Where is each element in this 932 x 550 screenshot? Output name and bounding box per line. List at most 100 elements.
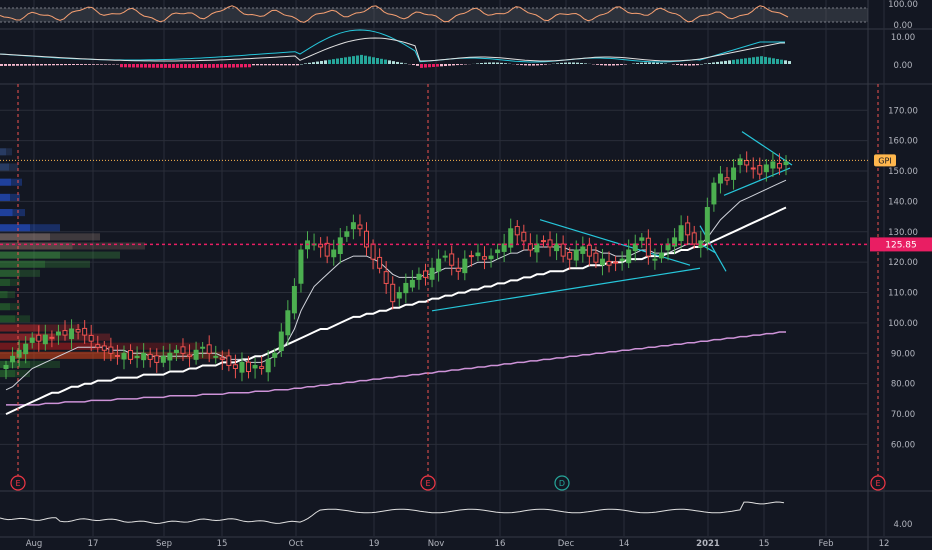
macd-hist-bar — [12, 64, 15, 66]
candles[interactable] — [3, 151, 789, 382]
candle-body — [481, 256, 487, 260]
macd-hist-bar — [372, 57, 375, 64]
macd-hist-bar — [756, 56, 759, 64]
macd-hist-bar — [496, 62, 499, 64]
macd-hist-bar — [712, 62, 715, 64]
rsi-tick-label: 0.00 — [894, 21, 913, 31]
macd-hist-bar — [660, 63, 663, 64]
macd-hist-bar — [720, 61, 723, 64]
candle-body — [429, 267, 435, 280]
candle-body — [521, 231, 527, 242]
volume-profile-bar — [0, 233, 50, 241]
macd-hist-bar — [456, 64, 459, 66]
price-tick-label: 140.00 — [888, 197, 918, 207]
macd-hist-bar — [308, 62, 311, 64]
event-marker[interactable]: D — [554, 475, 570, 491]
macd-hist-bar — [392, 61, 395, 64]
candle-body — [36, 334, 42, 342]
macd-hist-bar — [412, 64, 415, 66]
x-tick-label: 15 — [759, 539, 770, 549]
macd-hist-bar — [480, 62, 483, 64]
macd-hist-bar — [144, 64, 147, 68]
price-tick-label: 100.00 — [888, 319, 918, 329]
macd-hist-bar — [244, 64, 247, 68]
macd-hist-bar — [748, 57, 751, 64]
macd-hist-bar — [416, 64, 419, 66]
volume-profile-bar — [12, 209, 25, 217]
x-tick-label: 12 — [879, 539, 890, 549]
macd-hist-bar — [400, 62, 403, 64]
macd-hist-bar — [324, 60, 327, 64]
macd-hist-bar — [224, 64, 227, 68]
macd-hist-bar — [220, 64, 223, 68]
candle-body — [180, 346, 186, 354]
macd-hist-bar — [436, 64, 439, 67]
candle-body — [364, 230, 370, 248]
macd-hist-bar — [192, 64, 195, 68]
candle-body — [776, 163, 782, 169]
price-tick-label: 110.00 — [888, 289, 918, 299]
macd-hist-bar — [76, 64, 79, 65]
macd-hist-bar — [104, 64, 107, 65]
candle-body — [344, 231, 350, 237]
macd-hist-bar — [300, 64, 303, 65]
price-tick-label: 90.00 — [891, 349, 915, 359]
x-tick-label: Feb — [818, 539, 833, 549]
volume-profile-bar — [0, 351, 115, 359]
candle-body — [770, 161, 776, 169]
candle-body — [645, 237, 651, 257]
x-tick-label: Aug — [26, 539, 43, 549]
volume-profile-bar — [10, 303, 20, 311]
macd-hist-bar — [304, 63, 307, 64]
symbol-price-tag: GPI — [874, 154, 896, 167]
macd-hist-bar — [64, 64, 67, 66]
event-marker[interactable]: E — [420, 475, 436, 491]
macd-hist-bar — [396, 61, 399, 64]
candle-body — [704, 207, 710, 243]
macd-hist-bar — [24, 64, 27, 66]
event-marker-label: E — [15, 479, 20, 488]
macd-hist-bar — [128, 64, 131, 68]
volume-profile-bar — [0, 242, 73, 250]
volume-profile-bar — [0, 163, 9, 171]
macd-hist-bar — [296, 64, 299, 66]
macd-hist-bar — [636, 63, 639, 64]
event-marker[interactable]: E — [10, 475, 26, 491]
volume-profile-bar — [15, 370, 30, 378]
volume-profile-bar — [0, 303, 10, 311]
price-tick-label: 120.00 — [888, 258, 918, 268]
macd-hist-bar — [48, 64, 51, 66]
volume-line — [0, 501, 785, 525]
macd-hist-bar — [768, 57, 771, 64]
candle-body — [442, 255, 448, 258]
ma-mid-line — [5, 206, 787, 416]
volume-profile-bar — [0, 360, 30, 368]
macd-hist-bar — [140, 64, 143, 68]
candle-body — [337, 237, 343, 255]
candle-body — [42, 334, 48, 345]
macd-hist-bar — [60, 64, 63, 66]
candle-body — [160, 355, 166, 363]
macd-hist-bar — [276, 64, 279, 66]
trendline — [539, 219, 691, 266]
macd-hist-bar — [52, 64, 55, 66]
volume-profile-bar — [6, 148, 12, 156]
macd-hist-bar — [348, 56, 351, 64]
event-marker[interactable]: E — [870, 475, 886, 491]
volume-profile-bar — [0, 148, 6, 156]
macd-hist-bar — [736, 59, 739, 64]
candle-body — [265, 358, 271, 373]
symbol-tag-bg — [874, 154, 896, 167]
macd-hist-bar — [204, 64, 207, 68]
macd-hist-bar — [80, 64, 83, 65]
x-tick-label: 19 — [369, 539, 380, 549]
axes: 100.00 0.00 10.00 0.00 170.00 160.00 150.00 140… — [26, 0, 932, 549]
macd-hist-bar — [704, 63, 707, 64]
macd-hist-bar — [56, 64, 59, 66]
candle-body — [128, 349, 134, 360]
candle-body — [377, 256, 383, 269]
macd-hist-bar — [0, 64, 3, 66]
macd-hist-bar — [184, 64, 187, 68]
